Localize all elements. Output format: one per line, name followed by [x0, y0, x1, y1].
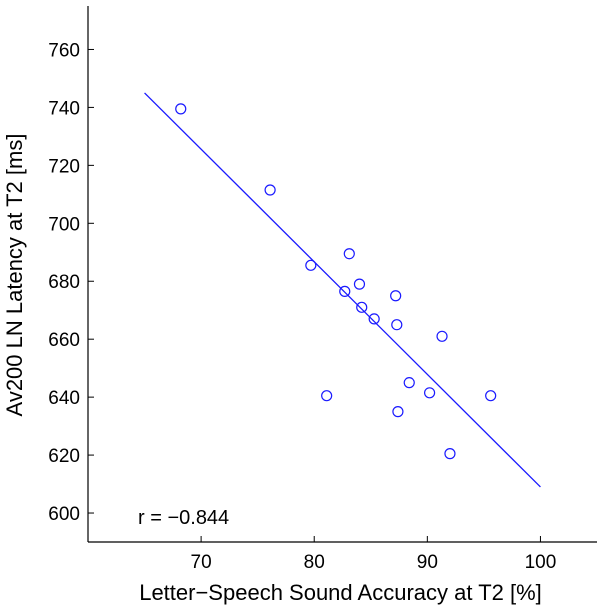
y-tick-label: 680 — [48, 272, 80, 293]
x-tick-label: 80 — [304, 552, 325, 573]
data-point — [264, 184, 276, 196]
x-axis-label: Letter−Speech Sound Accuracy at T2 [%] — [139, 580, 542, 605]
y-tick-label: 620 — [48, 446, 80, 467]
y-tick-label: 720 — [48, 156, 80, 177]
y-tick-label: 760 — [48, 40, 80, 61]
data-point — [339, 285, 351, 297]
y-tick-label: 700 — [48, 214, 80, 235]
y-tick-label: 640 — [48, 388, 80, 409]
data-point — [356, 301, 368, 313]
data-point — [321, 390, 333, 402]
y-axis-label: Av200 LN Latency at T2 [ms] — [2, 134, 27, 417]
data-point — [436, 330, 448, 342]
data-point — [353, 278, 366, 290]
y-tick-label: 740 — [48, 98, 80, 119]
data-point — [392, 406, 404, 418]
y-tick-label: 600 — [48, 504, 80, 525]
regression-line — [144, 92, 541, 488]
x-axis-ticks: 70 80 90 100 — [191, 536, 557, 573]
y-axis-ticks: 600 620 640 660 680 700 720 740 760 — [48, 40, 94, 525]
data-point — [368, 313, 380, 325]
data-point — [403, 377, 415, 389]
x-tick-label: 70 — [191, 552, 212, 573]
data-point — [423, 387, 436, 399]
x-tick-label: 100 — [525, 552, 557, 573]
data-point — [343, 248, 355, 260]
data-point — [175, 103, 187, 115]
data-points — [175, 103, 497, 460]
data-point — [390, 290, 402, 302]
x-tick-label: 90 — [417, 552, 438, 573]
data-point — [485, 390, 497, 402]
y-tick-label: 660 — [48, 330, 80, 351]
data-point — [391, 319, 403, 331]
data-point — [444, 448, 456, 460]
correlation-annotation: r = −0.844 — [138, 507, 229, 529]
data-point — [305, 259, 317, 271]
